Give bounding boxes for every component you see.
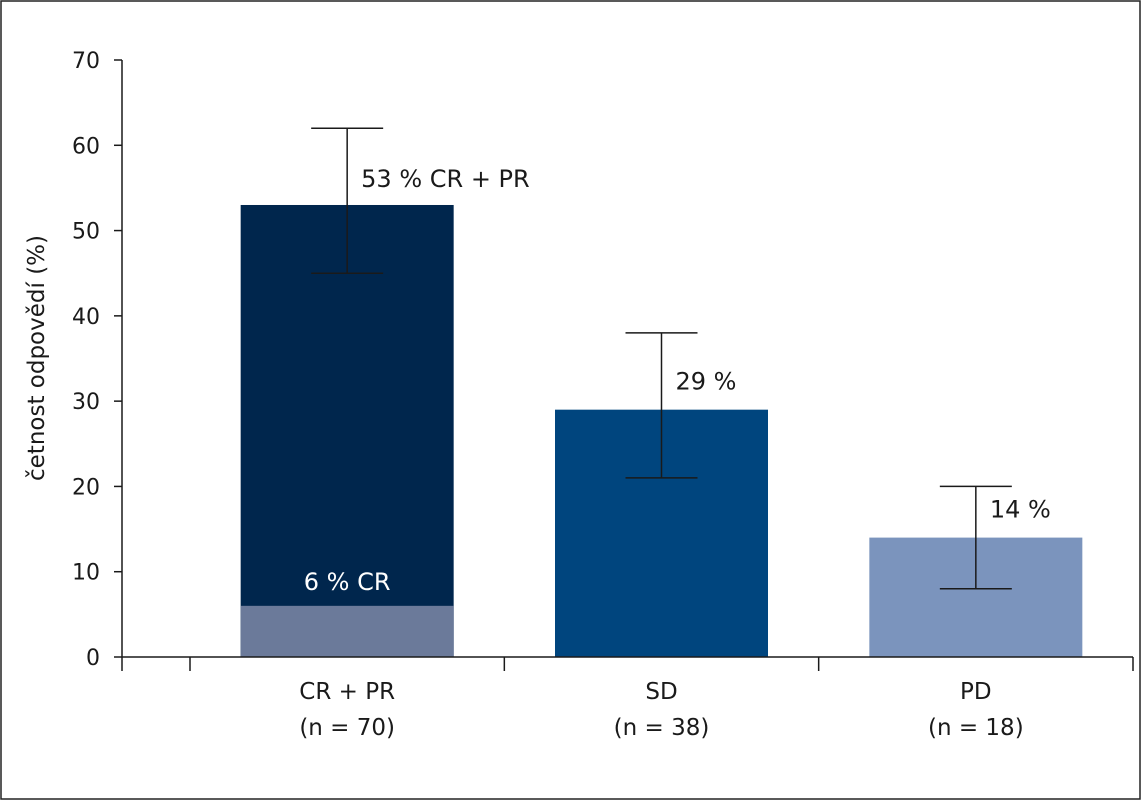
y-axis-title: četnost odpovědí (%): [24, 235, 50, 481]
bar-segment-cr: [240, 605, 454, 657]
axes-layer: 0 10 20 30 40 50 60 70: [72, 49, 1134, 671]
data-label-4: 6 % CR: [304, 568, 391, 596]
error-bar-1: [311, 127, 384, 274]
category-sublabel-3: (n = 18): [928, 715, 1024, 741]
data-label-2: 29 %: [676, 368, 737, 396]
y-tick-label-70: 70: [72, 49, 100, 74]
category-label-2: SD: [645, 679, 677, 705]
category-sublabel-1: (n = 70): [299, 715, 395, 741]
data-label-3: 14 %: [990, 496, 1051, 524]
error-bar-2: [625, 332, 698, 479]
error-bars-layer: [311, 127, 1012, 590]
y-tick-label-60: 60: [72, 134, 100, 159]
y-tick-label-20: 20: [72, 475, 100, 500]
labels-layer: CR + PR (n = 70) SD (n = 38) PD (n = 18) 53 % …: [299, 165, 1051, 741]
bar-1: [240, 204, 454, 657]
bars-layer: [240, 204, 1083, 657]
category-label-1: CR + PR: [299, 679, 395, 705]
category-label-3: PD: [960, 679, 992, 705]
y-tick-label-10: 10: [72, 561, 100, 586]
y-tick-label-30: 30: [72, 390, 100, 415]
data-label-1: 53 % CR + PR: [361, 165, 530, 193]
error-bar-3: [939, 485, 1012, 590]
y-tick-label-0: 0: [86, 646, 100, 671]
category-sublabel-2: (n = 38): [614, 715, 710, 741]
y-tick-label-40: 40: [72, 305, 100, 330]
y-tick-label-50: 50: [72, 220, 100, 245]
